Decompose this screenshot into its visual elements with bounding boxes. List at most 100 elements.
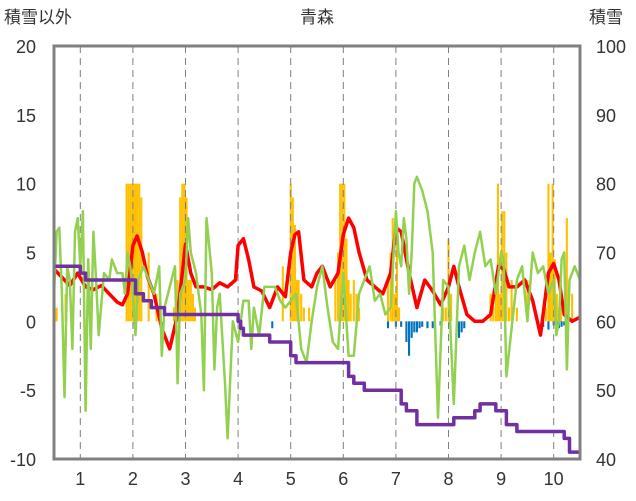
bar bbox=[395, 224, 399, 322]
bar bbox=[444, 307, 447, 322]
bar bbox=[547, 321, 550, 330]
bar bbox=[551, 183, 554, 322]
x-tick-label: 3 bbox=[180, 469, 190, 489]
left-tick-label: 15 bbox=[16, 106, 36, 126]
bar bbox=[393, 293, 396, 322]
right-tick-label: 100 bbox=[596, 37, 626, 57]
series-line bbox=[52, 216, 581, 351]
bar bbox=[410, 321, 413, 338]
bar bbox=[405, 321, 408, 342]
bar bbox=[450, 293, 453, 322]
bar bbox=[191, 293, 194, 322]
right-tick-label: 60 bbox=[596, 312, 616, 332]
bar bbox=[187, 280, 190, 322]
left-tick-label: -10 bbox=[10, 450, 36, 470]
bar bbox=[571, 293, 574, 322]
bar bbox=[345, 238, 348, 322]
bar bbox=[413, 321, 416, 333]
right-tick-label: 50 bbox=[596, 381, 616, 401]
series-line bbox=[54, 264, 580, 454]
bar bbox=[386, 321, 390, 329]
bar bbox=[352, 280, 355, 322]
bar bbox=[515, 307, 518, 322]
x-tick-label: 4 bbox=[233, 469, 243, 489]
bar-layer bbox=[55, 183, 574, 356]
bar bbox=[347, 280, 350, 322]
bar bbox=[547, 183, 550, 322]
bar bbox=[136, 183, 139, 322]
bar bbox=[494, 280, 497, 322]
bar bbox=[498, 293, 502, 322]
bar bbox=[418, 321, 421, 329]
left-tick-label: 0 bbox=[26, 312, 36, 332]
right-tick-label: 80 bbox=[596, 175, 616, 195]
bar bbox=[563, 321, 566, 326]
bar bbox=[460, 321, 463, 333]
bar bbox=[415, 321, 418, 333]
bar bbox=[271, 321, 274, 329]
right-tick-label: 40 bbox=[596, 450, 616, 470]
bar bbox=[555, 293, 558, 322]
bar bbox=[355, 293, 358, 322]
series-line bbox=[52, 175, 582, 440]
bar bbox=[463, 321, 466, 329]
bar bbox=[544, 307, 547, 322]
bar bbox=[358, 307, 361, 322]
bar bbox=[302, 307, 305, 322]
bar bbox=[426, 321, 429, 329]
bar bbox=[293, 224, 296, 322]
bar bbox=[431, 321, 434, 329]
bar bbox=[140, 197, 143, 322]
x-tick-label: 9 bbox=[496, 469, 506, 489]
x-tick-label: 1 bbox=[75, 469, 85, 489]
bar bbox=[291, 197, 294, 322]
x-tick-label: 7 bbox=[391, 469, 401, 489]
bar bbox=[133, 183, 137, 322]
bar bbox=[507, 307, 511, 322]
left-tick-label: 20 bbox=[16, 37, 36, 57]
bar bbox=[55, 307, 58, 322]
bar bbox=[526, 280, 529, 322]
bar bbox=[308, 307, 311, 322]
right-axis-label: 積雪 bbox=[589, 8, 623, 28]
bar bbox=[343, 183, 346, 322]
right-tick-label: 90 bbox=[596, 106, 616, 126]
left-tick-label: 10 bbox=[16, 175, 36, 195]
left-axis-label: 積雪以外 bbox=[4, 8, 72, 28]
plot-frame bbox=[52, 44, 582, 461]
bar bbox=[505, 252, 508, 322]
chart-title: 青森 bbox=[300, 8, 334, 28]
bar bbox=[336, 252, 340, 322]
bar bbox=[457, 321, 461, 338]
bar bbox=[421, 321, 424, 327]
bar bbox=[407, 321, 411, 356]
bar bbox=[334, 280, 337, 322]
x-tick-label: 8 bbox=[443, 469, 453, 489]
bar bbox=[349, 293, 352, 322]
bar bbox=[179, 197, 182, 322]
x-tick-label: 5 bbox=[286, 469, 296, 489]
bar bbox=[297, 280, 300, 322]
bar bbox=[442, 307, 445, 322]
bar bbox=[398, 307, 401, 322]
bar bbox=[560, 307, 563, 322]
line-layer bbox=[52, 175, 582, 454]
x-tick-label: 10 bbox=[544, 469, 564, 489]
bar bbox=[147, 252, 150, 322]
bar bbox=[138, 183, 141, 322]
bar bbox=[300, 293, 303, 322]
bar bbox=[496, 183, 499, 322]
bar bbox=[492, 307, 495, 322]
bar bbox=[560, 321, 563, 327]
bar bbox=[386, 280, 390, 322]
right-tick-label: 70 bbox=[596, 244, 616, 264]
left-tick-label: 5 bbox=[26, 244, 36, 264]
bar bbox=[400, 321, 403, 327]
bar bbox=[510, 280, 513, 322]
x-tick-label: 2 bbox=[128, 469, 138, 489]
left-tick-label: -5 bbox=[20, 381, 36, 401]
bar bbox=[181, 183, 184, 322]
bar bbox=[189, 280, 192, 322]
